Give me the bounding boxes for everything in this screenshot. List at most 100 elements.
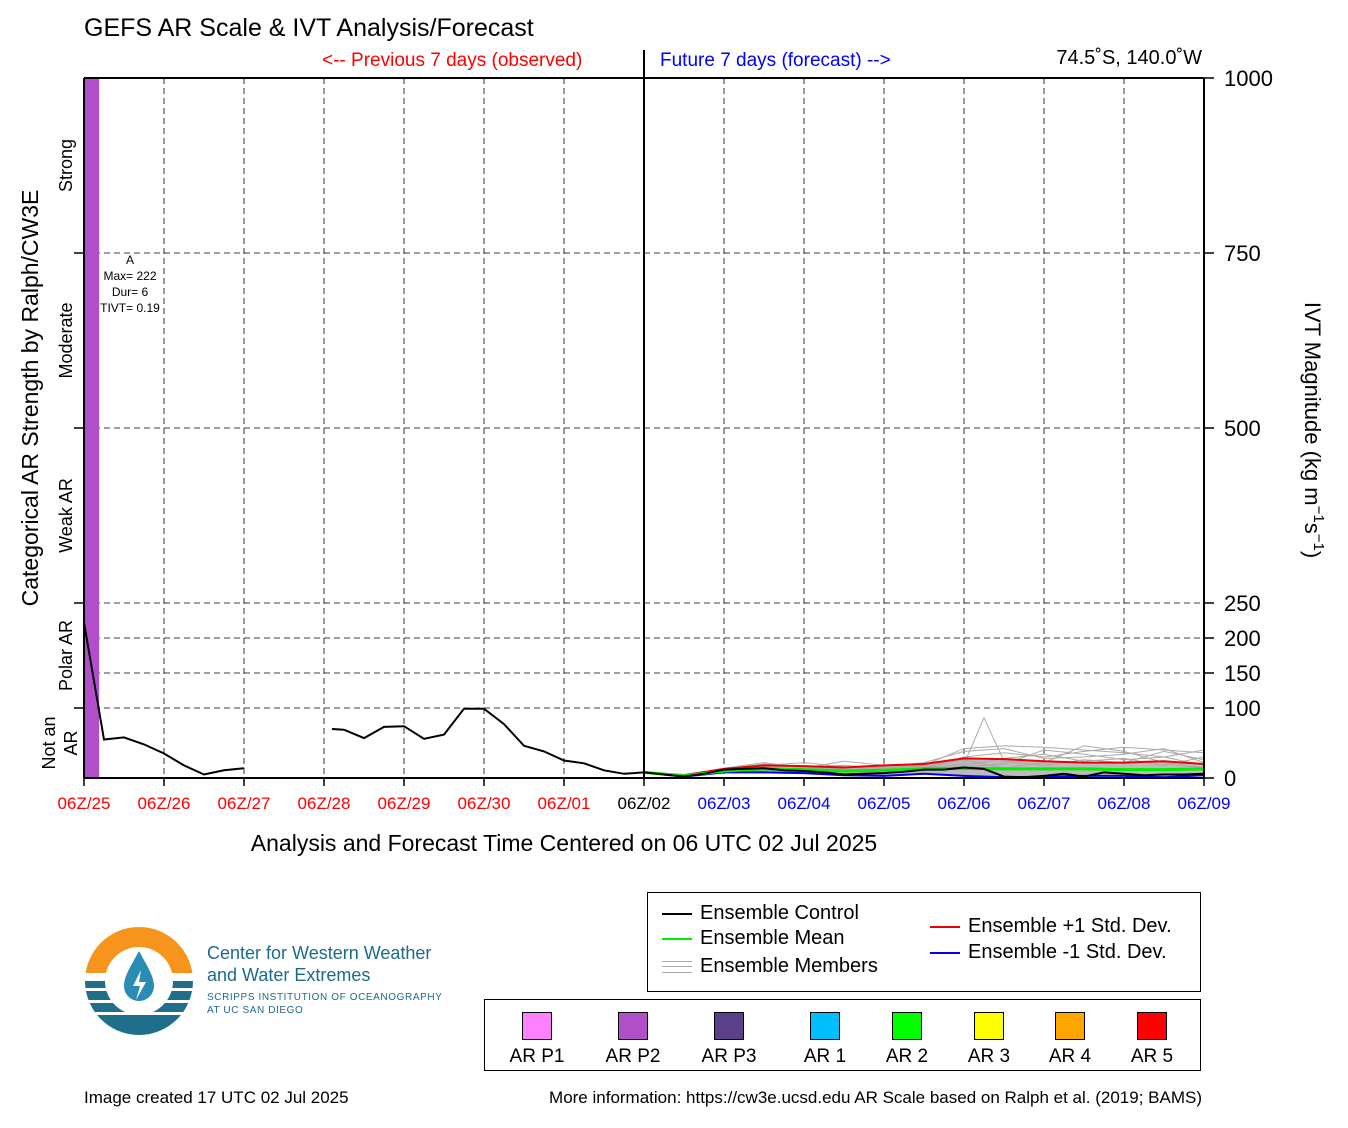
y-axis-right-title-part: IVT Magnitude (kg m	[1300, 302, 1325, 506]
legend-label-members: Ensemble Members	[700, 955, 878, 977]
y-tick-label: 200	[1224, 626, 1261, 651]
ar-category-swatch	[1137, 1012, 1167, 1040]
ensemble-series-layer	[643, 757, 1205, 779]
y-axis-right-title-part: )	[1300, 551, 1325, 558]
legend-label-minus-std: Ensemble -1 Std. Dev.	[968, 941, 1167, 963]
x-tick-label: 06Z/28	[298, 794, 351, 813]
ar-category-swatch	[714, 1012, 744, 1040]
ar-category-1: AR 1	[785, 1012, 865, 1068]
ar-event-annotation: Dur= 6	[112, 285, 149, 299]
category-label: Weak AR	[56, 478, 76, 553]
y-tick-label: 1000	[1224, 66, 1273, 91]
y-axis-right-title: IVT Magnitude (kg m−1s−1)	[1300, 302, 1327, 558]
series-ensemble-control	[643, 766, 1205, 779]
org-name-line1: Center for Western Weather	[207, 943, 432, 963]
ar-event-annotation: Max= 222	[103, 269, 156, 283]
x-tick-label: 06Z/06	[938, 794, 991, 813]
y-axis-left-title: Categorical AR Strength by Ralph/CW3E	[17, 190, 43, 607]
ar-category-label: AR P1	[509, 1046, 565, 1067]
x-tick-label: 06Z/26	[138, 794, 191, 813]
category-label: AR	[61, 730, 81, 755]
ar-category-p1: AR P1	[497, 1012, 577, 1068]
legend-label-mean: Ensemble Mean	[700, 927, 845, 949]
y-tick-label: 100	[1224, 696, 1261, 721]
ar-category-label: AR 3	[967, 1046, 1011, 1067]
legend-item-minus-std: Ensemble -1 Std. Dev.	[930, 941, 1167, 964]
ar-event-annotation: TIVT= 0.19	[100, 301, 160, 315]
y-axis-right-title-part: −1	[1310, 534, 1327, 551]
x-tick-label: 06Z/09	[1178, 794, 1231, 813]
category-label: Not an	[39, 716, 59, 769]
x-axis-title: Analysis and Forecast Time Centered on 0…	[251, 830, 877, 856]
legend-swatch-minus-std	[930, 951, 960, 954]
y-tick-label: 750	[1224, 241, 1261, 266]
legend-item-control: Ensemble Control	[662, 902, 859, 925]
series-ensemble-1-std-dev-	[643, 771, 1205, 779]
category-label: Polar AR	[56, 620, 76, 691]
org-affiliation-line1: SCRIPPS INSTITUTION OF OCEANOGRAPHY	[207, 992, 443, 1003]
legend-swatch-plus-std	[930, 925, 960, 928]
legend-item-mean: Ensemble Mean	[662, 927, 845, 950]
ar-category-2: AR 2	[867, 1012, 947, 1068]
legend-swatch-mean	[662, 937, 692, 940]
x-tick-label: 06Z/27	[218, 794, 271, 813]
ar-category-label: AR 2	[885, 1046, 929, 1067]
y-axis-right-title-part: s	[1300, 523, 1325, 534]
ar-event-bar	[84, 78, 100, 778]
ar-category-label: AR P2	[605, 1046, 661, 1067]
previous-days-label: <-- Previous 7 days (observed)	[322, 50, 583, 71]
observed-2-line	[331, 707, 645, 775]
legend-swatch-control	[662, 912, 692, 915]
org-affiliation-line2: AT UC SAN DIEGO	[207, 1005, 304, 1016]
ensemble-member-line	[643, 716, 1205, 776]
x-tick-label: 06Z/29	[378, 794, 431, 813]
x-tick-label: 06Z/25	[58, 794, 111, 813]
observed-layer	[83, 622, 645, 776]
org-name-line2: and Water Extremes	[207, 965, 371, 985]
legend-item-members: Ensemble Members	[662, 955, 878, 978]
x-tick-label: 06Z/04	[778, 794, 831, 813]
location-label: 74.5˚S, 140.0˚W	[1056, 47, 1202, 69]
ar-category-label: AR 1	[803, 1046, 847, 1067]
ar-category-swatch	[810, 1012, 840, 1040]
ar-event-bar-layer	[84, 78, 100, 778]
ar-category-label: AR P3	[701, 1046, 757, 1067]
ar-event-annotation: A	[126, 253, 134, 267]
x-tick-label: 06Z/03	[698, 794, 751, 813]
more-info-label: More information: https://cw3e.ucsd.edu …	[549, 1088, 1202, 1107]
y-axis-right-title-part: −1	[1310, 506, 1327, 523]
ar-category-label: AR 4	[1048, 1046, 1092, 1067]
ar-category-swatch	[522, 1012, 552, 1040]
image-created-label: Image created 17 UTC 02 Jul 2025	[84, 1088, 349, 1107]
ar-category-swatch	[618, 1012, 648, 1040]
x-tick-label: 06Z/02	[618, 794, 671, 813]
legend-item-plus-std: Ensemble +1 Std. Dev.	[930, 915, 1172, 938]
x-tick-label: 06Z/08	[1098, 794, 1151, 813]
category-label: Moderate	[56, 302, 76, 378]
ar-category-4: AR 4	[1030, 1012, 1110, 1068]
ar-category-swatch	[892, 1012, 922, 1040]
x-tick-label: 06Z/05	[858, 794, 911, 813]
observed-1-line	[83, 622, 245, 776]
ar-category-p3: AR P3	[689, 1012, 769, 1068]
y-tick-label: 0	[1224, 766, 1236, 791]
axis-text-layer: 06Z/25 06Z/26 06Z/27 06Z/28 06Z/29 06Z/30 06Z/…	[17, 66, 1327, 856]
ar-category-key: AR P1 AR P2 AR P3 AR 1 AR 2 AR 3 AR 4 AR…	[484, 999, 1201, 1071]
ar-category-swatch	[1055, 1012, 1085, 1040]
ar-category-5: AR 5	[1112, 1012, 1192, 1068]
y-tick-label: 500	[1224, 416, 1261, 441]
ar-category-p2: AR P2	[593, 1012, 673, 1068]
future-days-label: Future 7 days (forecast) -->	[660, 50, 891, 71]
ar-category-swatch	[974, 1012, 1004, 1040]
category-label: Strong	[56, 139, 76, 192]
x-tick-label: 06Z/01	[538, 794, 591, 813]
x-tick-label: 06Z/30	[458, 794, 511, 813]
legend-swatch-members	[662, 960, 692, 973]
ivt-chart: 06Z/25 06Z/26 06Z/27 06Z/28 06Z/29 06Z/30 06Z/…	[17, 50, 1327, 856]
chart-title: GEFS AR Scale & IVT Analysis/Forecast	[84, 14, 534, 42]
axes-layer	[74, 50, 1214, 786]
cw3e-logo-icon	[84, 927, 194, 1036]
ar-category-label: AR 5	[1130, 1046, 1174, 1067]
legend-label-control: Ensemble Control	[700, 902, 859, 924]
x-tick-label: 06Z/07	[1018, 794, 1071, 813]
